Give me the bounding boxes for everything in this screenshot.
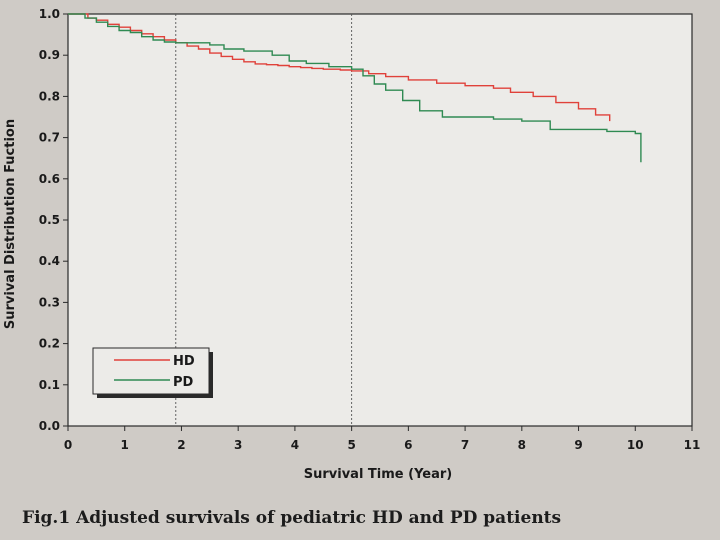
reference-lines: [175, 14, 353, 426]
y-tick-label: 0.1: [39, 378, 60, 392]
y-tick-label: 0.4: [39, 254, 60, 268]
x-tick-label: 6: [404, 438, 412, 452]
x-tick-label: 8: [518, 438, 526, 452]
x-tick-label: 11: [684, 438, 701, 452]
y-tick-label: 0.6: [39, 172, 60, 186]
legend: HD PD: [92, 347, 213, 398]
y-tick-label: 0.0: [39, 419, 60, 433]
x-tick-label: 3: [234, 438, 242, 452]
y-axis-title: Survival Distribution Fuction: [3, 119, 18, 329]
x-tick-label: 9: [574, 438, 582, 452]
x-tick-label: 1: [121, 438, 129, 452]
y-tick-label: 1.0: [39, 7, 60, 21]
x-tick-label: 7: [461, 438, 469, 452]
legend-label-pd: PD: [173, 375, 194, 390]
x-tick-label: 5: [347, 438, 355, 452]
y-tick-label: 0.8: [39, 89, 60, 103]
figure-caption: Fig.1 Adjusted survivals of pediatric HD…: [22, 508, 562, 528]
y-tick-label: 0.9: [39, 48, 60, 62]
y-axis: 0.0 0.1 0.2 0.3 0.4 0.5 0.6 0.7 0.8 0.9 1.0: [39, 7, 68, 433]
x-tick-label: 0: [64, 438, 72, 452]
x-tick-label: 2: [177, 438, 185, 452]
legend-label-hd: HD: [173, 354, 195, 369]
x-tick-label: 10: [627, 438, 644, 452]
y-tick-label: 0.3: [39, 295, 60, 309]
x-axis: 0 1 2 3 4 5 6 7 8 9 10 11: [64, 426, 701, 452]
series-lines: [68, 13, 642, 163]
series-line-hd: [68, 13, 611, 122]
y-tick-label: 0.5: [39, 213, 60, 227]
y-tick-label: 0.7: [39, 131, 60, 145]
series-line-pd: [68, 13, 642, 163]
y-tick-label: 0.2: [39, 337, 60, 351]
x-tick-label: 4: [291, 438, 299, 452]
legend-box: [92, 347, 210, 395]
x-axis-title: Survival Time (Year): [304, 467, 453, 482]
